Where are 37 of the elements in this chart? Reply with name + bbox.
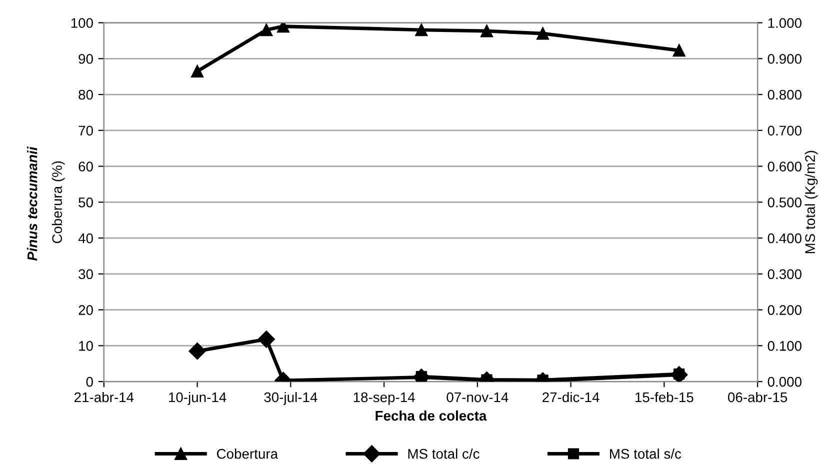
legend-label: MS total s/c <box>610 448 682 459</box>
y2-tick-label: 0.200 <box>768 305 802 315</box>
x-tick-label: 27-dic-14 <box>542 392 600 402</box>
y2-tick-label: 0.800 <box>768 90 802 100</box>
x-tick-label: 30-jul-14 <box>264 392 318 405</box>
x-tick-label: 10-jun-14 <box>169 392 226 405</box>
y-tick-label: 30 <box>78 269 93 280</box>
y-tick-label: 100 <box>71 18 93 28</box>
y-tick-label: 80 <box>78 90 93 100</box>
y2-tick-label: 1.000 <box>768 18 802 28</box>
y-axis-title: Coberura (%) <box>52 161 65 244</box>
x-tick-label: 15-feb-15 <box>636 392 694 402</box>
x-tick-label: 18-sep-14 <box>354 392 415 405</box>
y-tick-label: 10 <box>79 341 93 351</box>
x-tick-label: 21-abr-14 <box>74 392 134 402</box>
y-tick-label: 70 <box>78 126 93 136</box>
y-tick-label: 40 <box>78 233 93 244</box>
y2-tick-label: 0.700 <box>768 126 802 136</box>
y-tick-label: 50 <box>78 197 93 208</box>
y2-tick-label: 0.300 <box>768 269 802 280</box>
y2-tick-label: 0.100 <box>768 341 802 351</box>
y-tick-label: 0 <box>86 376 93 387</box>
x-axis-title: Fecha de colecta <box>376 410 487 421</box>
y2-tick-label: 0.500 <box>768 197 802 208</box>
y-tick-label: 90 <box>78 54 93 64</box>
x-tick-label: 07-nov-14 <box>446 392 508 402</box>
y-tick-label: 60 <box>78 162 93 172</box>
legend-label: Cobertura <box>216 448 278 459</box>
legend-label: MS total c/c <box>408 448 480 459</box>
y2-tick-label: 0.600 <box>768 162 802 172</box>
x-tick-label: 06-abr-15 <box>728 392 788 402</box>
y2-axis-title: MS total (Kg/m2) <box>804 150 818 254</box>
text: Pinus teccumanii <box>27 146 38 261</box>
y-tick-label: 20 <box>78 305 93 315</box>
y2-tick-label: 0.400 <box>768 233 802 244</box>
y2-tick-label: 0.000 <box>768 376 802 387</box>
y2-tick-label: 0.900 <box>768 54 802 64</box>
